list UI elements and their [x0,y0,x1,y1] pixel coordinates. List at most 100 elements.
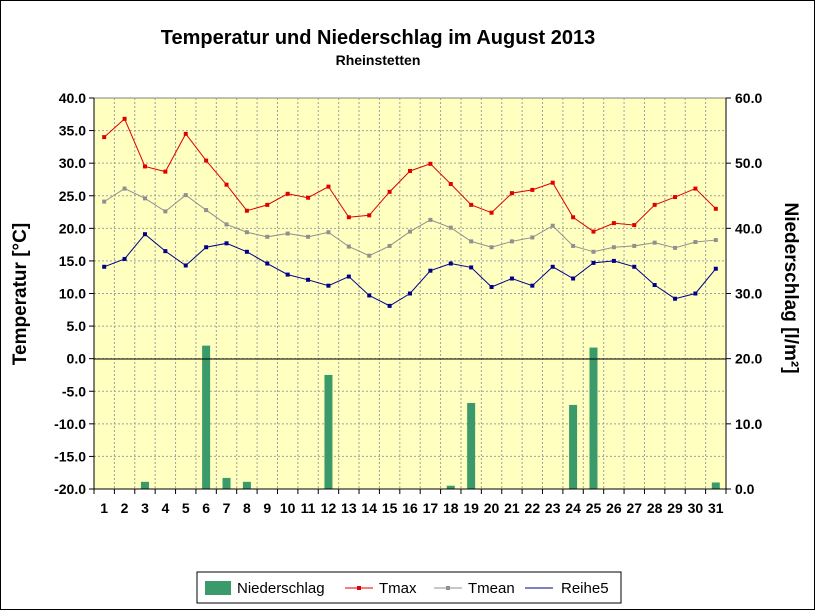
point-reihe5 [285,272,290,277]
x-tick-label: 17 [423,500,439,516]
point-tmean [652,240,657,245]
point-reihe5 [632,264,637,269]
x-tick-label: 31 [708,500,724,516]
point-tmean [285,231,290,236]
y-tick-label: -15.0 [54,448,86,464]
y-tick-label: 40.0 [59,90,86,106]
point-tmax [611,221,616,226]
x-tick-label: 8 [243,500,251,516]
point-tmax [326,184,331,189]
point-tmax [122,116,127,121]
point-tmax [489,210,494,215]
x-tick-label: 7 [223,500,231,516]
point-reihe5 [102,264,107,269]
point-reihe5 [122,256,127,261]
point-reihe5 [306,277,311,282]
x-tick-label: 4 [161,500,169,516]
point-tmean [693,240,698,245]
point-tmax [163,169,168,174]
point-reihe5 [550,264,555,269]
x-tick-label: 26 [606,500,622,516]
x-tick-label: 5 [182,500,190,516]
x-tick-label: 12 [321,500,337,516]
point-tmean [469,239,474,244]
point-tmax [408,168,412,173]
point-tmax [469,202,474,207]
series-lines [102,116,718,308]
point-tmax [673,195,678,200]
y-ticks: 40.0 35.0 30.0 25.0 20.0 15.0 10.0 5.0 0.0 -5.0 -1… [54,90,94,497]
x-tick-label: 20 [484,500,500,516]
point-tmax [652,202,657,207]
point-reihe5 [611,258,616,263]
x-tick-label: 25 [586,500,602,516]
point-reihe5 [265,261,270,266]
x-tick-label: 21 [504,500,520,516]
point-tmean [448,225,453,230]
point-reihe5 [591,260,596,265]
point-tmean [673,245,678,250]
point-reihe5 [326,283,331,288]
point-reihe5 [346,274,351,279]
point-tmean [326,230,331,235]
x-tick-label: 10 [280,500,296,516]
x-tick-label: 23 [545,500,561,516]
point-tmax [591,229,596,234]
point-reihe5 [408,291,412,296]
x-tick-label: 24 [565,500,581,516]
point-reihe5 [673,296,678,301]
point-tmean [265,234,270,239]
bar-niederschlag [467,402,476,489]
point-tmax [387,189,392,194]
legend-marker-tmax [357,586,361,590]
point-tmax [285,191,290,196]
y-tick-label: 25.0 [59,188,86,204]
point-tmax [571,215,576,220]
point-reihe5 [693,291,698,296]
y2-axis-label: Niederschlag [l/m²] [780,202,801,373]
y-axis-label: Temperatur [°C] [10,223,31,365]
point-tmean [346,244,351,249]
point-tmax [448,182,453,187]
point-tmax [265,202,270,207]
y2-tick-label: 40.0 [735,220,762,236]
bars-niederschlag [140,345,720,489]
point-tmean [163,209,168,214]
legend-label-tmax: Tmax [379,580,417,597]
x-tick-label: 18 [443,500,459,516]
point-tmean [204,208,209,213]
point-reihe5 [163,249,168,254]
x-tick-label: 28 [647,500,663,516]
point-reihe5 [387,303,392,308]
point-tmean [530,235,535,240]
point-tmean [571,243,576,248]
point-reihe5 [204,245,209,250]
y-tick-label: 5.0 [67,318,87,334]
x-tick-label: 13 [341,500,357,516]
x-tick-label: 19 [463,500,479,516]
legend-label-niederschlag: Niederschlag [237,580,325,597]
point-reihe5 [652,283,657,288]
x-ticks: 1 2 3 4 5 6 7 8 9 10 11 12 13 14 15 16 17 18 19 20 21 22 23 24 2… [93,489,727,516]
point-reihe5 [489,284,494,289]
point-tmax [428,161,433,166]
x-tick-label: 22 [525,500,541,516]
point-tmax [244,208,249,213]
bar-niederschlag [569,404,578,489]
point-reihe5 [244,249,249,254]
y-tick-label: 35.0 [59,123,86,139]
point-tmean [367,253,372,258]
y2-tick-label: 30.0 [735,286,762,302]
point-tmax [713,206,718,211]
chart-title: Temperatur und Niederschlag im August 20… [161,27,596,49]
point-reihe5 [367,293,372,298]
y-tick-label: 30.0 [59,155,86,171]
point-tmean [489,245,494,250]
point-reihe5 [713,266,718,271]
point-tmean [509,239,514,244]
point-reihe5 [183,263,188,268]
x-tick-label: 14 [361,500,377,516]
point-tmax [224,182,229,187]
legend-marker-tmean [446,586,450,590]
